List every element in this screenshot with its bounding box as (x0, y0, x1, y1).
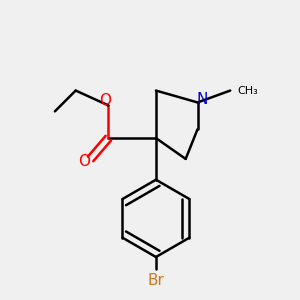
Text: N: N (196, 92, 208, 107)
Text: Br: Br (148, 273, 164, 288)
Text: O: O (79, 154, 91, 169)
Text: CH₃: CH₃ (238, 85, 258, 96)
Text: O: O (99, 94, 111, 109)
